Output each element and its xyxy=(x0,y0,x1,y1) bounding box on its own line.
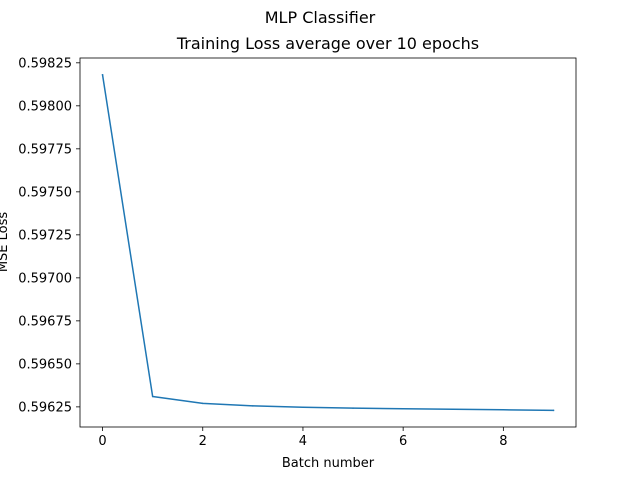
data-point xyxy=(452,408,455,411)
y-tick-label: 0.59625 xyxy=(18,400,72,415)
data-point xyxy=(252,405,254,407)
y-tick-label: 0.59675 xyxy=(18,314,72,329)
y-tick-label: 0.59775 xyxy=(18,142,72,157)
chart-suptitle: MLP Classifier xyxy=(265,8,376,27)
data-point xyxy=(402,408,404,410)
chart-title: Training Loss average over 10 epochs xyxy=(176,34,479,53)
y-tick-label: 0.59725 xyxy=(18,228,72,243)
data-point xyxy=(201,402,204,405)
y-tick-label: 0.59650 xyxy=(18,357,72,372)
x-tick-label: 8 xyxy=(499,434,507,449)
x-tick-label: 4 xyxy=(299,434,307,449)
y-tick-label: 0.59700 xyxy=(18,271,72,286)
y-tick-label: 0.59750 xyxy=(18,185,72,200)
data-point xyxy=(502,409,505,411)
y-tick-label: 0.59800 xyxy=(18,99,72,114)
data-point xyxy=(302,406,304,408)
data-point xyxy=(552,409,555,412)
data-point xyxy=(352,407,354,409)
plot-area: 0 2 4 6 8 0.59625 0.59650 0.59675 0.59700 0.59725… xyxy=(18,56,577,449)
plot-frame xyxy=(79,57,577,428)
data-point xyxy=(101,74,104,76)
y-axis-label: MSE Loss xyxy=(0,212,11,273)
y-tick-label: 0.59825 xyxy=(18,56,72,71)
x-tick-label: 2 xyxy=(199,434,207,449)
series-line-0 xyxy=(101,74,555,412)
x-tick-label: 0 xyxy=(98,434,106,449)
x-tick-label: 6 xyxy=(399,434,407,449)
x-axis-label: Batch number xyxy=(282,456,375,471)
data-point xyxy=(151,395,154,398)
